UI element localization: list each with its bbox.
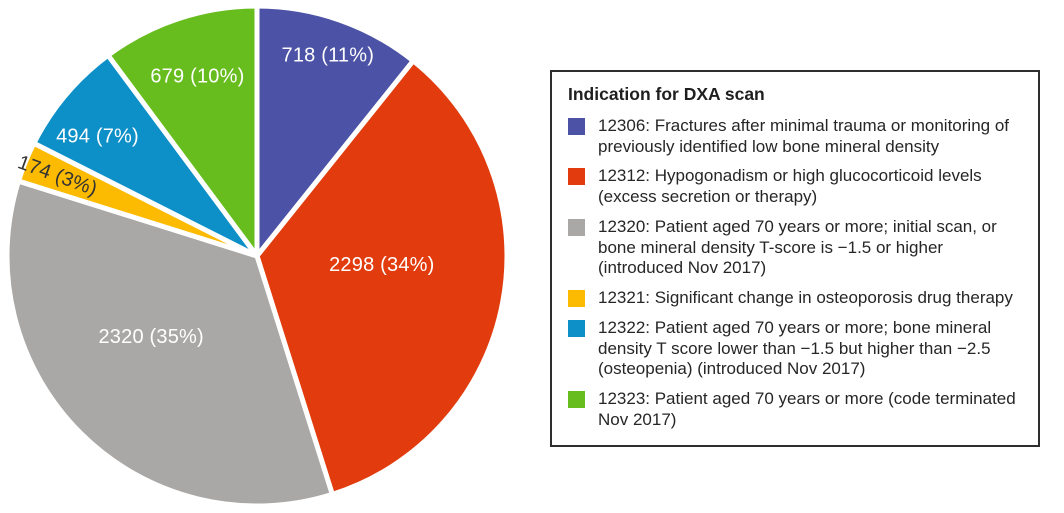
pie-chart-area: 718 (11%) 2298 (34%) 2320 (35%) 174 (3%) 494… [0,0,513,513]
legend-item-12322: 12322: Patient aged 70 years or more; bo… [568,318,1022,380]
legend-label-12321: 12321: Significant change in osteoporosi… [598,288,1013,308]
legend-swatch-12321 [568,290,585,308]
slice-label-12322: 494 (7%) [56,125,139,147]
legend-swatch-12312 [568,168,585,186]
pie-slice-12306 [254,3,416,259]
legend-title: Indication for DXA scan [568,84,765,104]
pie-slice-12320 [4,178,335,509]
legend-swatch-12306 [568,118,585,135]
pie-slice-12323 [105,3,260,259]
legend-label-12323: 12323: Patient aged 70 years or more (co… [598,389,1016,429]
slice-label-12320: 2320 (35%) [98,326,203,348]
legend-label-12306: 12306: Fractures after minimal trauma or… [598,116,1010,156]
legend-item-12321: 12321: Significant change in osteoporosi… [568,288,1022,309]
legend-item-12320: 12320: Patient aged 70 years or more; in… [568,217,1022,279]
legend-swatch-12322 [568,319,585,337]
slice-label-12312: 2298 (34%) [329,254,434,276]
legend-label-12320: 12320: Patient aged 70 years or more; in… [598,216,997,278]
pie-chart: 718 (11%)2298 (34%)2320 (35%)174 (3%)494… [4,3,510,509]
legend-items: 12306: Fractures after minimal trauma or… [568,116,1022,431]
legend-swatch-12323 [568,391,585,409]
slice-label-12323: 679 (10%) [150,66,244,88]
legend-label-12322: 12322: Patient aged 70 years or more; bo… [598,317,992,379]
legend-label-12312: 12312: Hypogonadism or high glucocortico… [598,166,982,207]
legend-item-12306: 12306: Fractures after minimal trauma or… [568,116,1022,157]
legend-swatch-12320 [568,218,585,236]
legend-item-12323: 12323: Patient aged 70 years or more (co… [568,389,1022,430]
legend-item-12312: 12312: Hypogonadism or high glucocortico… [568,166,1022,207]
pie-slice-12312 [254,58,510,497]
legend-box: Indication for DXA scan 12306: Fractures… [550,70,1040,447]
slice-label-12306: 718 (11%) [282,44,375,66]
